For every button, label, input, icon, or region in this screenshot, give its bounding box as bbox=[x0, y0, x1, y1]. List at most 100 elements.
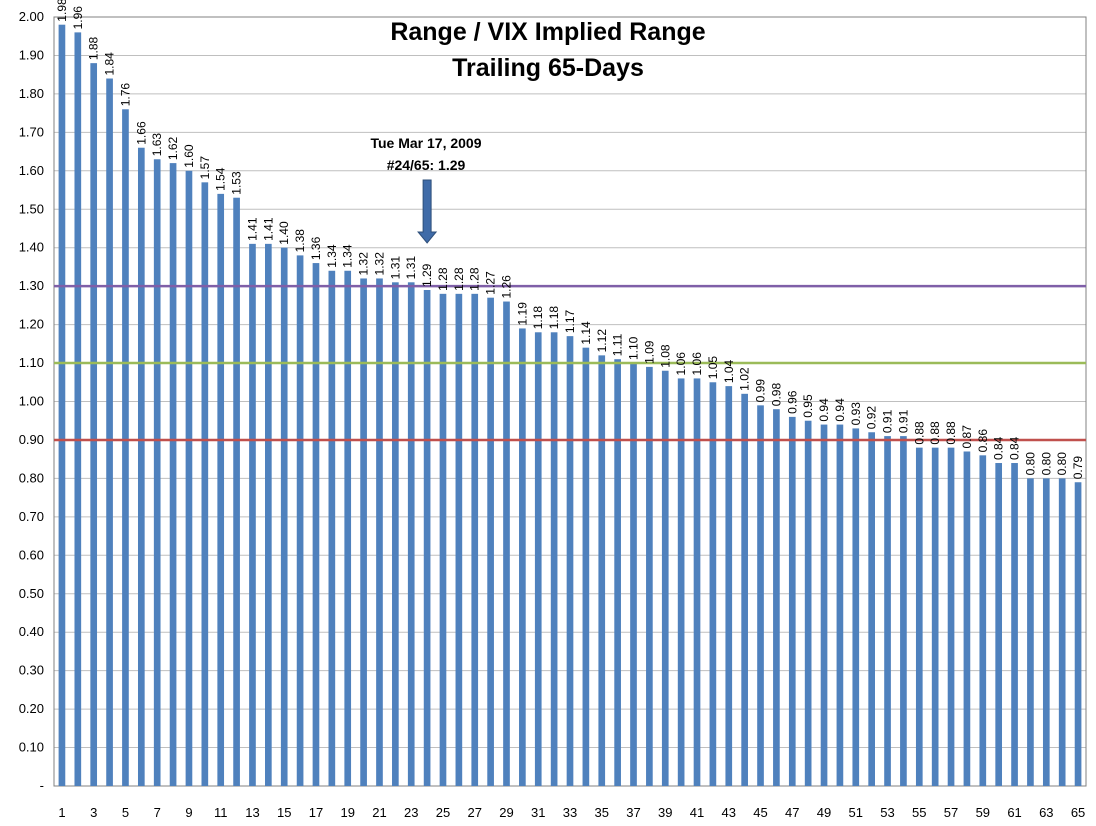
bar bbox=[741, 393, 748, 786]
data-label: 1.53 bbox=[230, 171, 244, 195]
data-label: 1.29 bbox=[420, 263, 434, 287]
x-tick-label: 53 bbox=[880, 805, 894, 820]
data-label: 0.84 bbox=[1008, 436, 1022, 460]
bar bbox=[598, 355, 606, 786]
data-label: 0.98 bbox=[769, 383, 783, 407]
bar bbox=[471, 293, 479, 786]
x-tick-label: 57 bbox=[944, 805, 958, 820]
data-label: 1.32 bbox=[372, 252, 386, 276]
data-label: 1.18 bbox=[531, 306, 545, 330]
y-tick-label: 1.60 bbox=[19, 163, 44, 178]
data-label: 1.34 bbox=[325, 244, 339, 268]
chart-title: Range / VIX Implied Range bbox=[390, 18, 705, 46]
x-tick-label: 1 bbox=[58, 805, 65, 820]
y-tick-label: 0.20 bbox=[19, 701, 44, 716]
data-label: 1.18 bbox=[547, 306, 561, 330]
data-label: 1.09 bbox=[642, 340, 656, 364]
bar bbox=[487, 297, 494, 786]
bar bbox=[852, 428, 860, 786]
reference-lines bbox=[54, 284, 1086, 442]
bar bbox=[280, 247, 288, 786]
bar bbox=[931, 447, 939, 786]
bar bbox=[376, 278, 383, 786]
bar bbox=[74, 32, 82, 786]
x-tick-label: 5 bbox=[122, 805, 129, 820]
x-tick-label: 33 bbox=[563, 805, 577, 820]
bar bbox=[693, 378, 701, 786]
data-label: 1.63 bbox=[150, 133, 164, 157]
y-tick-label: 1.20 bbox=[19, 317, 44, 332]
data-labels: 1.98 1.961.881.841.761.66 1.63 1.62 1.60 1.57… bbox=[55, 0, 1085, 479]
bar bbox=[407, 282, 415, 786]
annotation-rank: #24/65: 1.29 bbox=[387, 157, 466, 173]
x-tick-label: 35 bbox=[595, 805, 609, 820]
data-label: 1.41 bbox=[261, 217, 275, 241]
y-tick-label: 1.50 bbox=[19, 201, 44, 216]
y-tick-label: 1.00 bbox=[19, 394, 44, 409]
data-label: 1.57 bbox=[198, 156, 212, 180]
bar bbox=[249, 243, 256, 787]
x-tick-label: 51 bbox=[849, 805, 863, 820]
data-label: 1.17 bbox=[563, 309, 577, 333]
x-tick-label: 9 bbox=[185, 805, 192, 820]
y-tick-label: 1.70 bbox=[19, 124, 44, 139]
data-label: 0.95 bbox=[801, 394, 815, 418]
x-tick-label: 19 bbox=[340, 805, 354, 820]
bar bbox=[915, 447, 923, 786]
y-tick-label: 0.30 bbox=[19, 663, 44, 678]
data-label: 1.11 bbox=[611, 333, 625, 356]
x-tick-label: 59 bbox=[976, 805, 990, 820]
bar bbox=[153, 159, 161, 786]
data-label: 1.19 bbox=[515, 302, 529, 326]
bar bbox=[423, 289, 431, 786]
data-label: 1.14 bbox=[579, 321, 593, 345]
data-label: 1.60 bbox=[182, 144, 196, 168]
x-tick-label: 37 bbox=[626, 805, 640, 820]
x-axis: 1 3 5 7 9 11 13 15 17 19 21 23 25 27 29 31 33 35 37 39 41 43 4… bbox=[58, 805, 1085, 820]
bar bbox=[550, 332, 558, 786]
data-label: 1.66 bbox=[134, 121, 148, 145]
x-tick-label: 39 bbox=[658, 805, 672, 820]
bar bbox=[804, 420, 812, 786]
bar bbox=[217, 193, 225, 786]
x-tick-label: 43 bbox=[722, 805, 736, 820]
bar bbox=[995, 463, 1003, 786]
data-label: 1.05 bbox=[706, 356, 720, 380]
data-label: 1.27 bbox=[484, 271, 498, 295]
data-label: 1.04 bbox=[722, 359, 736, 383]
data-label: 1.06 bbox=[690, 352, 704, 376]
x-tick-label: 7 bbox=[154, 805, 161, 820]
data-label: 0.86 bbox=[976, 429, 990, 453]
y-tick-label: 0.80 bbox=[19, 470, 44, 485]
x-tick-label: 13 bbox=[245, 805, 259, 820]
data-label: 1.28 bbox=[452, 267, 466, 291]
bar bbox=[201, 182, 209, 786]
data-label: 1.96 bbox=[71, 6, 85, 30]
bar bbox=[661, 370, 669, 786]
x-tick-label: 55 bbox=[912, 805, 926, 820]
y-tick-label: 0.50 bbox=[19, 586, 44, 601]
bar bbox=[788, 416, 796, 786]
bar bbox=[963, 451, 971, 786]
annotation-date: Tue Mar 17, 2009 bbox=[370, 135, 481, 151]
data-label: 1.10 bbox=[627, 336, 641, 360]
y-tick-label: 0.70 bbox=[19, 509, 44, 524]
y-tick-label: 0.40 bbox=[19, 624, 44, 639]
y-tick-label: 1.30 bbox=[19, 278, 44, 293]
y-tick-label: 1.40 bbox=[19, 240, 44, 255]
y-tick-label: 0.60 bbox=[19, 547, 44, 562]
chart-subtitle: Trailing 65-Days bbox=[452, 54, 644, 82]
bar bbox=[169, 163, 177, 787]
bar bbox=[137, 147, 145, 787]
data-label: 1.31 bbox=[388, 256, 402, 280]
data-label: 1.26 bbox=[499, 275, 513, 299]
x-tick-label: 29 bbox=[499, 805, 513, 820]
bar bbox=[947, 447, 955, 786]
bar bbox=[455, 293, 463, 786]
bar bbox=[519, 328, 526, 786]
bar bbox=[773, 409, 780, 786]
data-label: 1.34 bbox=[341, 244, 355, 268]
annotation: Tue Mar 17, 2009 #24/65: 1.29 bbox=[370, 135, 482, 244]
data-label: 1.62 bbox=[166, 136, 180, 160]
data-label: 0.80 bbox=[1039, 452, 1053, 476]
